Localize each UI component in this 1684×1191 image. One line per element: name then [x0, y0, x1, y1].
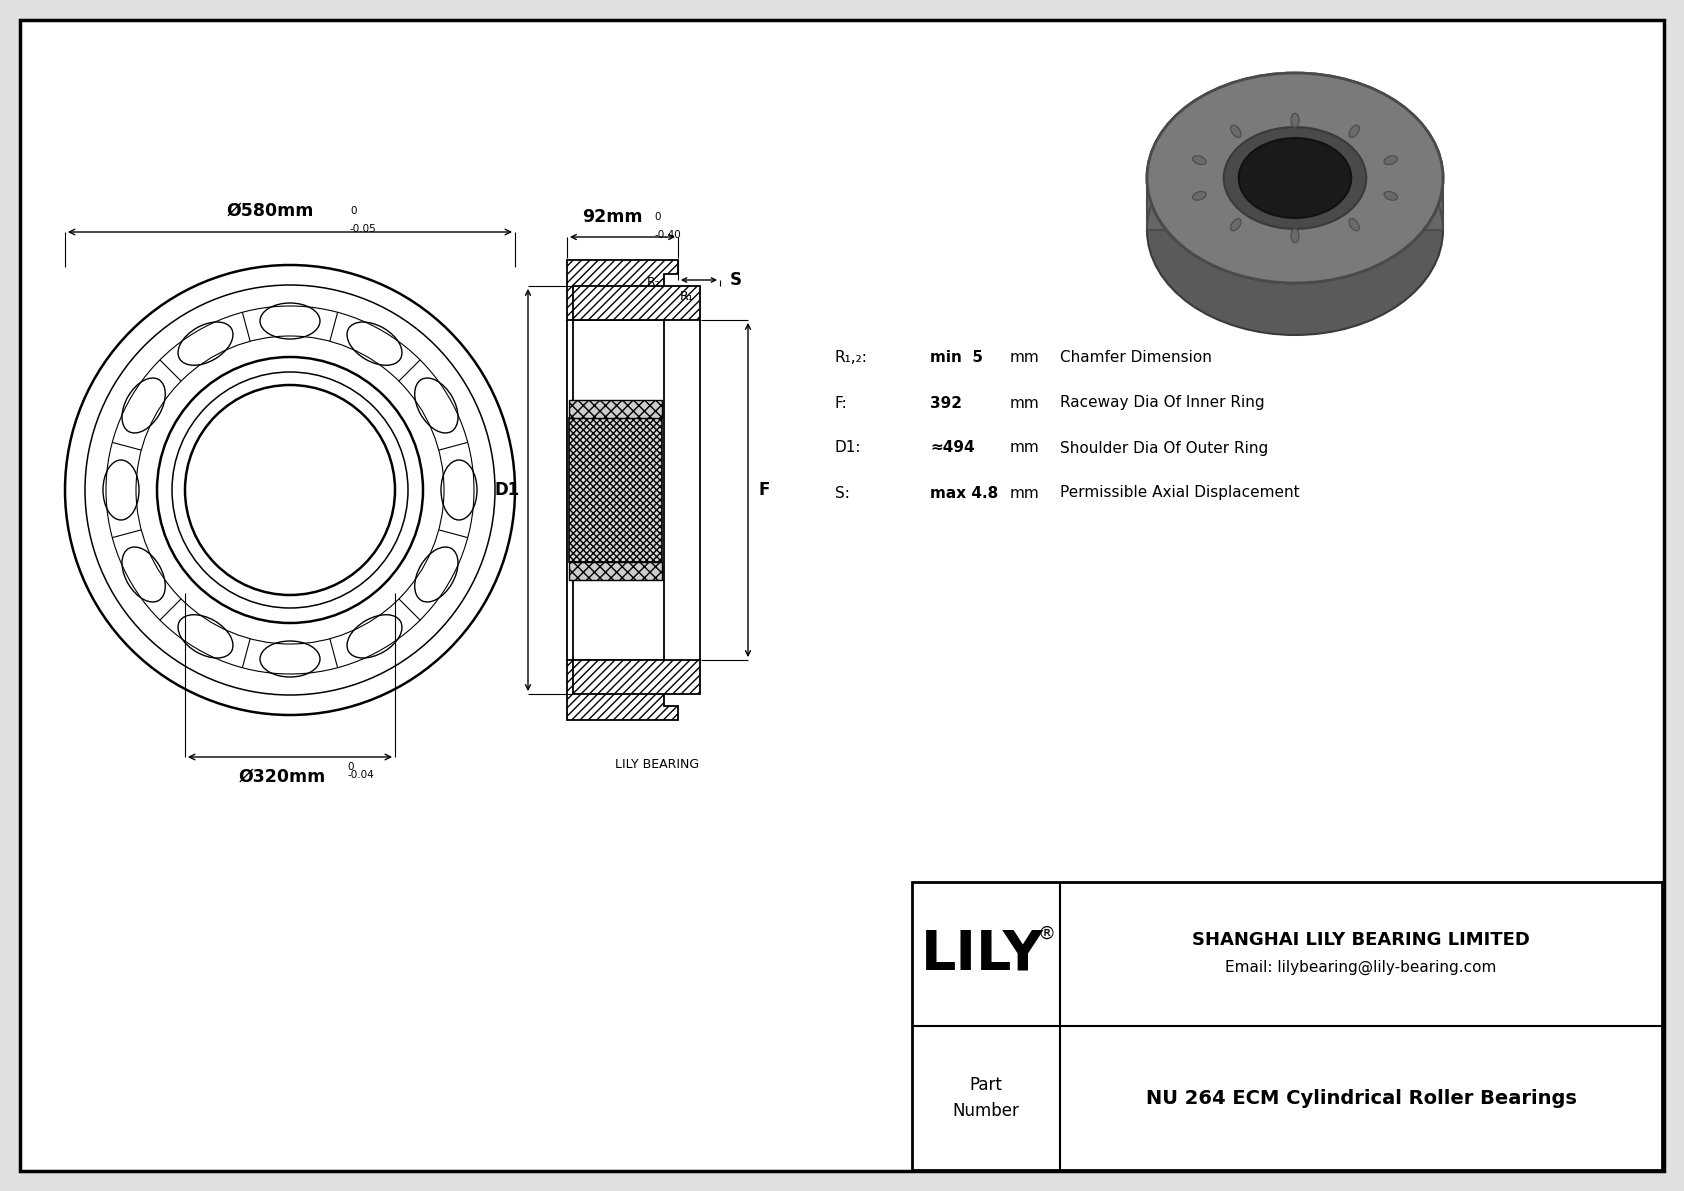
Polygon shape	[569, 562, 662, 580]
Ellipse shape	[1147, 73, 1443, 283]
Polygon shape	[568, 260, 679, 320]
Text: Ø320mm: Ø320mm	[239, 768, 325, 786]
Text: -0.04: -0.04	[347, 771, 374, 780]
Text: Shoulder Dia Of Outer Ring: Shoulder Dia Of Outer Ring	[1059, 441, 1268, 455]
Text: Ø580mm: Ø580mm	[226, 202, 313, 220]
Ellipse shape	[1224, 127, 1366, 229]
Text: mm: mm	[1010, 395, 1039, 411]
Ellipse shape	[1231, 125, 1241, 137]
Polygon shape	[568, 660, 679, 721]
Bar	[913, 883, 1662, 1170]
Ellipse shape	[1384, 192, 1398, 200]
Text: R₁: R₁	[680, 289, 694, 303]
Text: 92mm: 92mm	[583, 208, 643, 226]
Polygon shape	[573, 660, 701, 694]
Ellipse shape	[1192, 156, 1206, 164]
Text: Chamfer Dimension: Chamfer Dimension	[1059, 350, 1212, 366]
Text: LILY BEARING: LILY BEARING	[615, 757, 699, 771]
Ellipse shape	[1349, 219, 1359, 231]
Text: Email: lilybearing@lily-bearing.com: Email: lilybearing@lily-bearing.com	[1226, 960, 1497, 974]
Ellipse shape	[1384, 156, 1398, 164]
Text: min  5: min 5	[930, 350, 983, 366]
Text: -0.05: -0.05	[350, 224, 377, 233]
Text: ®: ®	[1037, 925, 1056, 943]
Ellipse shape	[1192, 192, 1206, 200]
Text: SHANGHAI LILY BEARING LIMITED: SHANGHAI LILY BEARING LIMITED	[1192, 931, 1531, 949]
Ellipse shape	[1292, 229, 1298, 243]
Ellipse shape	[1292, 113, 1298, 127]
Text: Part
Number: Part Number	[953, 1077, 1019, 1120]
Text: 0: 0	[350, 206, 357, 216]
Text: NU 264 ECM Cylindrical Roller Bearings: NU 264 ECM Cylindrical Roller Bearings	[1145, 1089, 1576, 1108]
Polygon shape	[569, 418, 662, 562]
Ellipse shape	[1231, 219, 1241, 231]
Circle shape	[185, 385, 396, 596]
Text: Permissible Axial Displacement: Permissible Axial Displacement	[1059, 486, 1300, 500]
Text: max 4.8: max 4.8	[930, 486, 999, 500]
Polygon shape	[569, 400, 662, 418]
Text: ≈494: ≈494	[930, 441, 975, 455]
Ellipse shape	[1147, 73, 1443, 283]
Text: R₁,₂:: R₁,₂:	[835, 350, 867, 366]
Text: 0: 0	[347, 762, 354, 772]
Text: S: S	[729, 272, 743, 289]
Text: mm: mm	[1010, 441, 1039, 455]
Text: LILY: LILY	[921, 927, 1044, 981]
Polygon shape	[573, 286, 701, 320]
Text: F:: F:	[835, 395, 847, 411]
Text: Raceway Dia Of Inner Ring: Raceway Dia Of Inner Ring	[1059, 395, 1265, 411]
Text: D1:: D1:	[835, 441, 862, 455]
Text: mm: mm	[1010, 350, 1039, 366]
Ellipse shape	[1147, 125, 1443, 335]
Text: D1: D1	[495, 481, 520, 499]
Polygon shape	[1147, 125, 1443, 283]
Text: mm: mm	[1010, 486, 1039, 500]
Text: R₂: R₂	[647, 276, 660, 289]
Text: 392: 392	[930, 395, 962, 411]
Ellipse shape	[1239, 138, 1351, 218]
Text: -0.40: -0.40	[655, 230, 682, 241]
Ellipse shape	[1349, 125, 1359, 137]
Text: F: F	[758, 481, 770, 499]
Text: S:: S:	[835, 486, 850, 500]
Text: 0: 0	[655, 212, 662, 222]
